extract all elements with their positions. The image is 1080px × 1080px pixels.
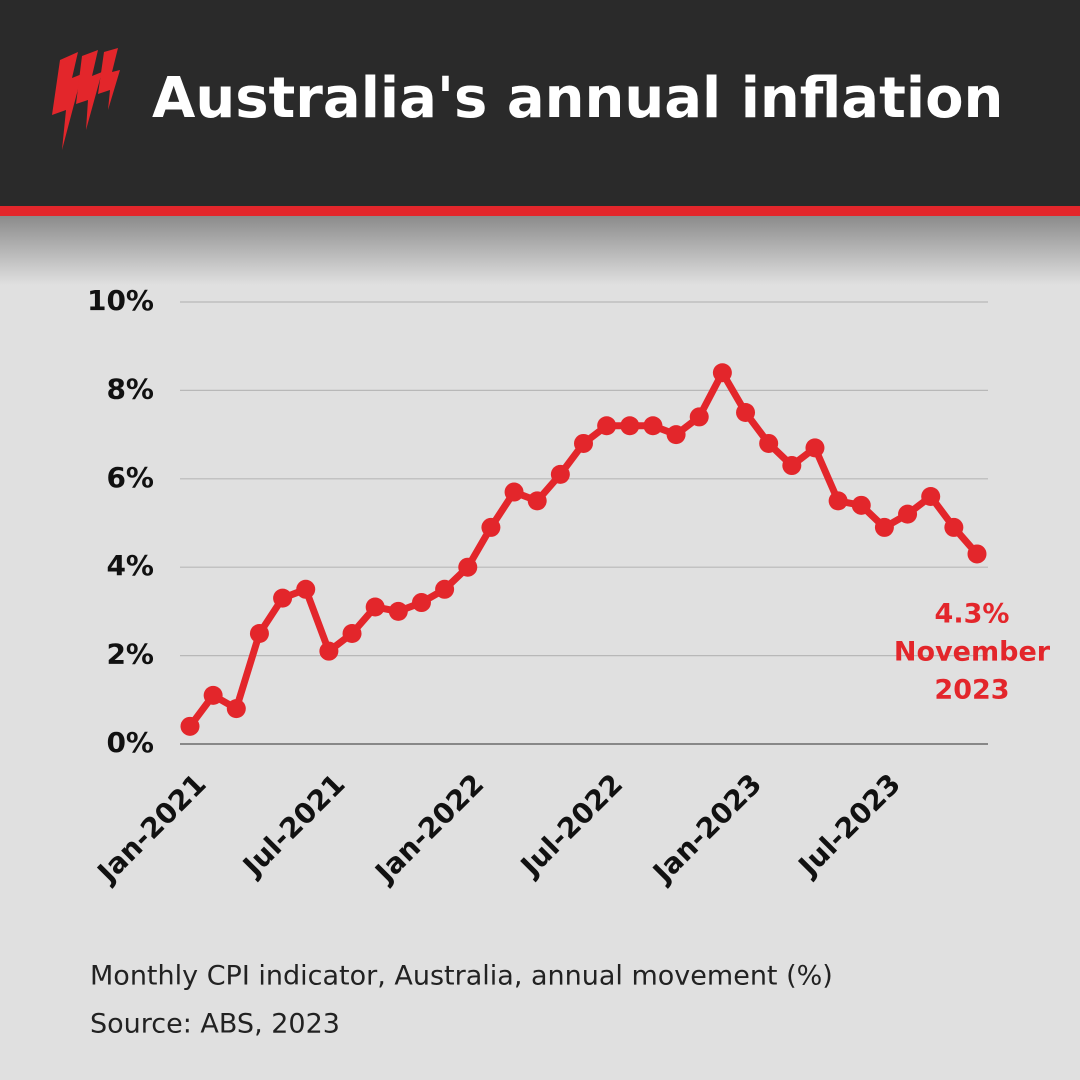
- header: [0, 0, 1080, 206]
- marker: [435, 579, 455, 599]
- value-label: 4.3%: [935, 599, 1010, 630]
- y-tick-label: 10%: [87, 284, 154, 317]
- marker: [574, 433, 593, 453]
- marker: [203, 685, 223, 705]
- source: Source: ABS, 2023: [90, 1009, 340, 1040]
- marker: [273, 588, 293, 608]
- marker: [643, 416, 663, 436]
- marker: [597, 416, 617, 436]
- note: Monthly CPI indicator, Australia, annual…: [90, 961, 833, 992]
- marker: [411, 593, 431, 613]
- marker: [828, 491, 848, 511]
- marker: [620, 416, 640, 436]
- marker: [736, 403, 756, 422]
- marker: [342, 624, 362, 643]
- marker: [782, 456, 802, 476]
- marker: [666, 425, 686, 445]
- marker: [527, 491, 547, 511]
- y-tick-label: 0%: [106, 726, 154, 759]
- marker: [226, 699, 246, 719]
- header-stripe: [0, 206, 1080, 216]
- annotation: November: [894, 637, 1051, 668]
- marker: [944, 517, 964, 537]
- marker: [458, 557, 478, 577]
- logo: [52, 48, 120, 150]
- marker: [967, 544, 987, 564]
- marker: [319, 641, 339, 661]
- marker: [921, 486, 941, 506]
- y-tick-label: 2%: [106, 638, 154, 671]
- annotation: 2023: [934, 675, 1009, 706]
- marker: [759, 433, 779, 453]
- chart-title: Australia's annual inflation: [152, 66, 1003, 131]
- marker: [874, 517, 894, 537]
- marker: [550, 464, 570, 484]
- header-shadow: [0, 215, 1080, 285]
- marker: [180, 716, 200, 736]
- y-tick-label: 8%: [106, 372, 154, 405]
- y-tick-label: 4%: [106, 549, 154, 582]
- marker: [851, 495, 871, 515]
- y-tick-label: 6%: [106, 461, 154, 494]
- marker: [481, 517, 501, 537]
- marker: [249, 624, 269, 643]
- marker: [898, 504, 918, 524]
- marker: [504, 482, 524, 502]
- marker: [296, 579, 316, 599]
- marker: [388, 601, 408, 621]
- marker: [365, 597, 385, 617]
- marker: [805, 438, 825, 458]
- marker: [712, 363, 732, 383]
- marker: [689, 407, 709, 427]
